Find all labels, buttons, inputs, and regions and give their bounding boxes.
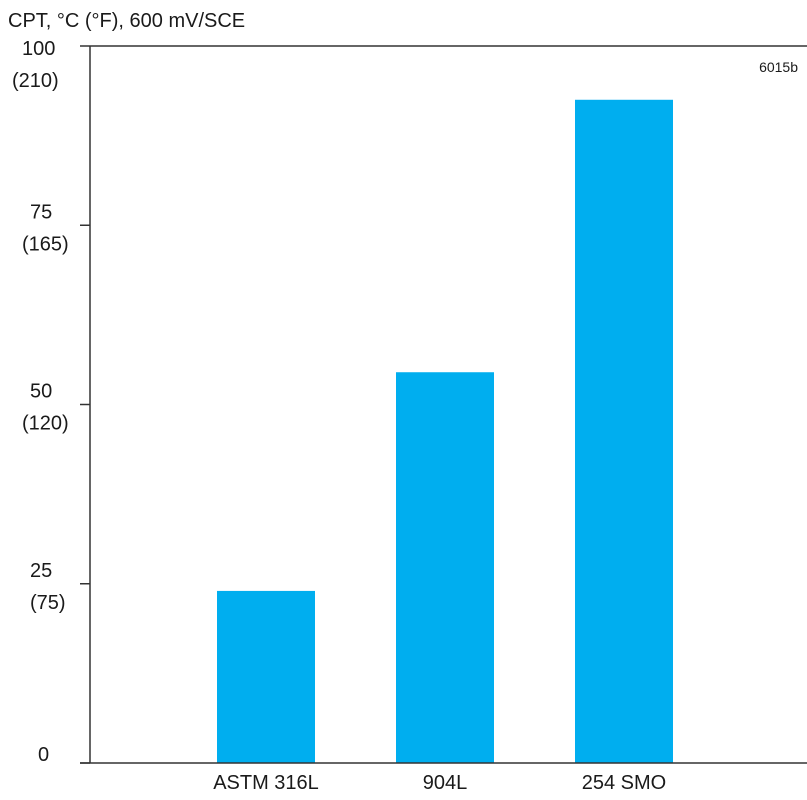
chart-title: CPT, °C (°F), 600 mV/SCE — [8, 10, 245, 32]
bar-254-smo — [575, 99, 673, 763]
bar-904l — [396, 372, 494, 763]
x-labels-group: ASTM 316L 904L 254 SMO — [213, 772, 666, 794]
bar-astm-316l — [217, 590, 315, 763]
y-tick-label-25: 25 — [30, 560, 52, 582]
x-label-904l: 904L — [423, 772, 468, 794]
x-label-254-smo: 254 SMO — [582, 772, 666, 794]
x-label-astm-316l: ASTM 316L — [213, 772, 319, 794]
y-tick-label-0: 0 — [38, 744, 49, 766]
y-ticks-group: 0 25 (75) 50 (120) 75 (165) 100 (210) — [12, 38, 90, 766]
y-tick-label-75: 75 — [30, 201, 52, 223]
y-tick-label-50: 50 — [30, 381, 52, 403]
y-tick-sublabel-25: (75) — [30, 592, 66, 614]
y-tick-sublabel-100: (210) — [12, 70, 59, 92]
y-tick-sublabel-50: (120) — [22, 413, 69, 435]
y-tick-sublabel-75: (165) — [22, 233, 69, 255]
figure-id-label: 6015b — [759, 59, 798, 75]
bars-group — [217, 99, 673, 763]
y-tick-label-100: 100 — [22, 38, 55, 60]
